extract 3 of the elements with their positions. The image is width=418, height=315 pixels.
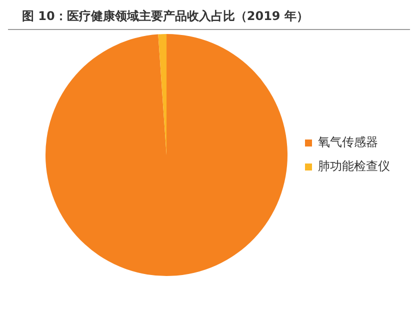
chart-title: 图 10：医疗健康领域主要产品收入占比（2019 年） — [8, 0, 410, 30]
legend-label: 肺功能检查仪 — [318, 159, 390, 174]
legend-label: 氧气传感器 — [318, 135, 378, 150]
